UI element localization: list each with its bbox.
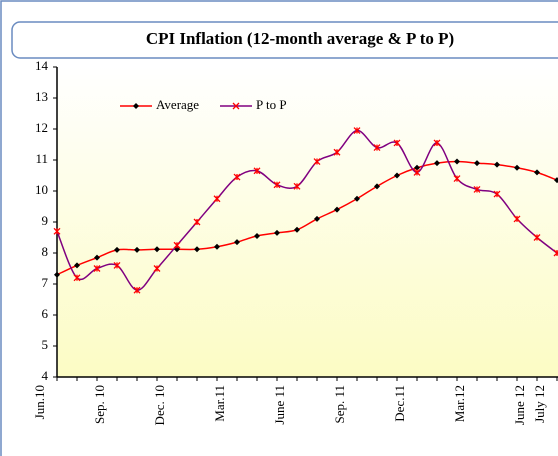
marker — [433, 139, 441, 147]
y-tick-label: 12 — [35, 120, 48, 135]
marker — [54, 271, 60, 278]
marker — [553, 249, 558, 257]
marker — [393, 139, 401, 147]
y-tick-label: 11 — [35, 151, 48, 166]
marker — [93, 265, 101, 272]
x-tick-label: Dec.11 — [392, 385, 407, 422]
marker — [473, 185, 481, 193]
x-tick-label: Dec. 10 — [152, 385, 167, 425]
marker — [373, 144, 381, 152]
marker — [293, 182, 301, 190]
x-tick-label: Mar.11 — [212, 385, 227, 422]
marker — [454, 158, 460, 165]
marker — [273, 181, 281, 189]
marker — [374, 183, 380, 190]
legend-label: Average — [156, 97, 199, 112]
marker — [513, 215, 521, 223]
y-tick-label: 7 — [42, 275, 49, 290]
marker — [534, 169, 540, 176]
y-tick-label: 9 — [42, 213, 49, 228]
series-line — [56, 129, 558, 291]
marker — [213, 195, 221, 203]
marker — [474, 160, 480, 167]
marker — [313, 158, 321, 166]
legend-marker — [133, 103, 139, 109]
marker — [254, 232, 260, 239]
marker — [233, 173, 241, 181]
y-tick-label: 4 — [42, 368, 49, 383]
marker — [153, 265, 161, 272]
marker — [114, 246, 120, 253]
marker — [514, 164, 520, 171]
y-tick-label: 5 — [42, 337, 49, 352]
plot-area — [57, 67, 558, 377]
marker — [353, 127, 361, 135]
marker — [494, 161, 500, 168]
marker — [453, 175, 461, 183]
legend-label: P to P — [256, 97, 287, 112]
marker — [74, 262, 80, 269]
marker — [253, 167, 261, 175]
marker — [274, 229, 280, 236]
marker — [493, 190, 501, 198]
x-tick-label: Sep. 11 — [332, 385, 347, 424]
marker — [333, 148, 341, 156]
marker — [53, 227, 61, 235]
y-tick-label: 10 — [35, 182, 48, 197]
marker — [434, 160, 440, 167]
marker — [193, 218, 201, 226]
y-tick-label: 13 — [35, 89, 48, 104]
marker — [73, 274, 81, 282]
x-tick-label: July 12 — [532, 385, 547, 423]
y-tick-label: 8 — [42, 244, 49, 259]
x-tick-label: Jun.10 — [32, 385, 47, 419]
legend-marker — [232, 102, 240, 110]
marker — [394, 172, 400, 179]
marker — [154, 246, 160, 253]
x-tick-label: Mar.12 — [452, 385, 467, 422]
title-box — [11, 21, 558, 59]
x-tick-label: June 12 — [512, 385, 527, 425]
marker — [314, 215, 320, 222]
marker — [94, 254, 100, 261]
marker — [134, 246, 140, 253]
x-tick-label: Sep. 10 — [92, 385, 107, 424]
marker — [533, 234, 541, 241]
marker — [214, 243, 220, 250]
marker — [294, 226, 300, 233]
y-tick-label: 14 — [35, 58, 49, 73]
marker — [334, 206, 340, 213]
y-tick-label: 6 — [42, 306, 49, 321]
x-tick-label: June 11 — [272, 385, 287, 425]
marker — [414, 164, 420, 171]
marker — [234, 239, 240, 246]
marker — [173, 241, 181, 249]
marker — [554, 177, 558, 184]
marker — [413, 168, 421, 176]
chart-title: CPI Inflation (12-month average & P to P… — [146, 29, 454, 48]
marker — [354, 195, 360, 202]
marker — [194, 246, 200, 253]
marker — [133, 286, 141, 294]
marker — [113, 261, 121, 269]
